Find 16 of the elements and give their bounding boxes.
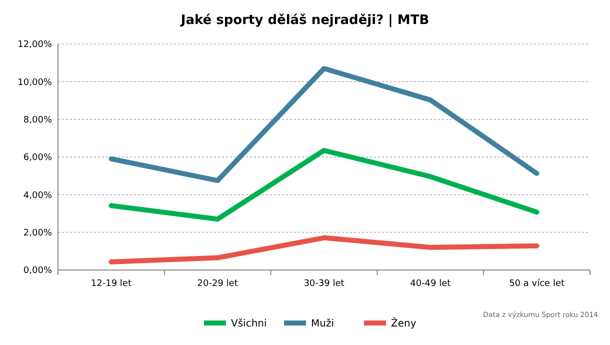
x-tick-label: 30-39 let: [304, 279, 345, 289]
chart-title: Jaké sporty děláš nejraději? | MTB: [180, 13, 430, 28]
y-tick-label: 6,00%: [23, 153, 52, 164]
legend-label: Muži: [311, 318, 334, 330]
x-tick-label: 50 a více let: [509, 278, 565, 289]
legend-label: Všichni: [231, 318, 267, 330]
y-tick-label: 0,00%: [23, 266, 52, 276]
x-tick-label: 40-49 let: [410, 279, 452, 289]
x-tick-label: 20-29 let: [197, 279, 238, 289]
y-tick-label: 12,00%: [18, 40, 52, 50]
legend-label: Ženy: [391, 316, 416, 330]
y-tick-label: 10,00%: [18, 78, 52, 88]
y-tick-label: 2,00%: [23, 228, 52, 238]
y-tick-label: 8,00%: [23, 115, 52, 126]
y-tick-label: 4,00%: [23, 190, 52, 201]
x-tick-label: 12-19 let: [90, 279, 132, 289]
